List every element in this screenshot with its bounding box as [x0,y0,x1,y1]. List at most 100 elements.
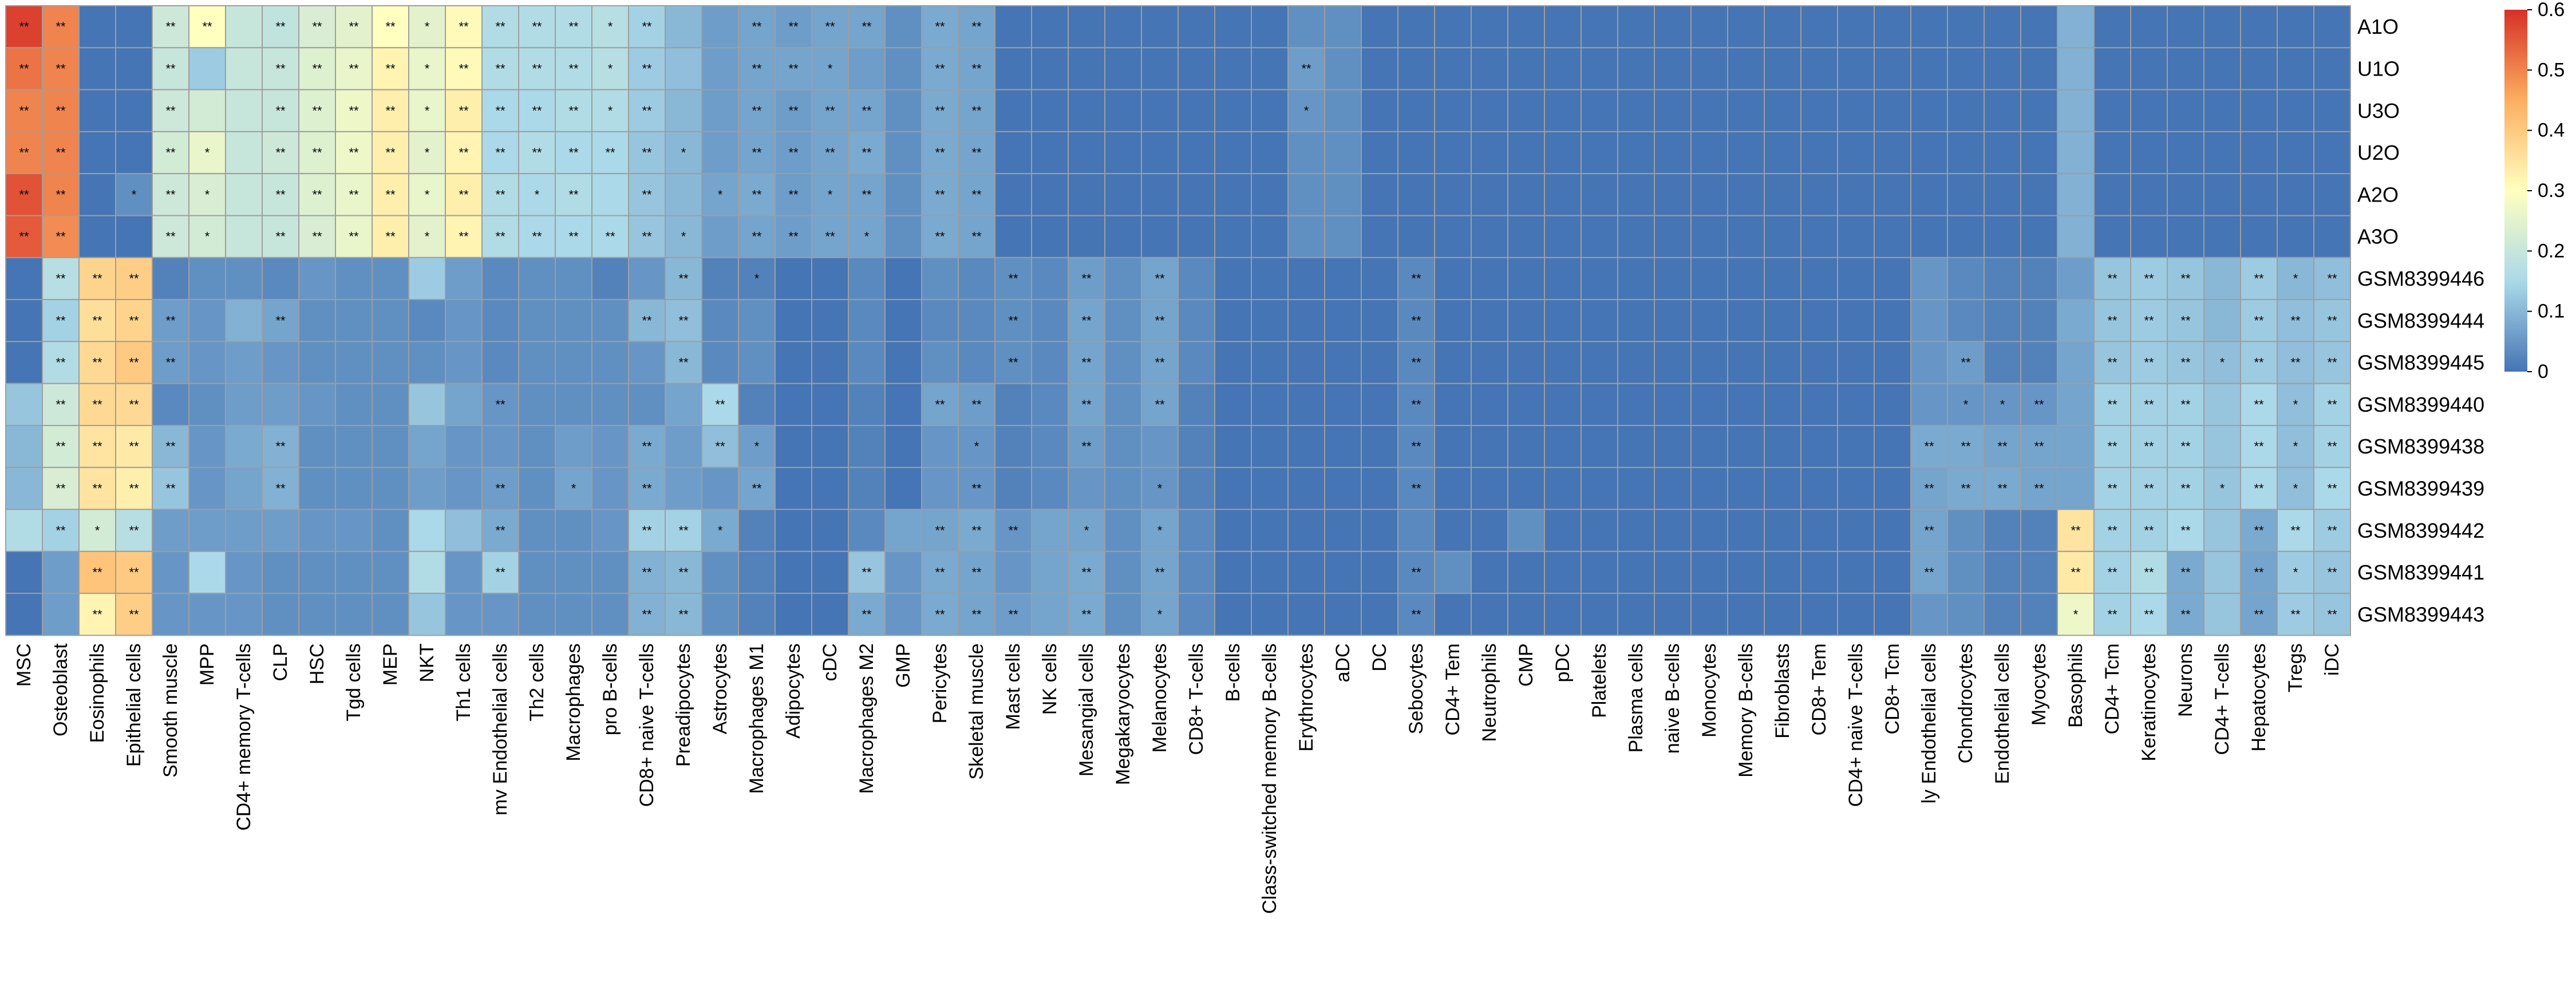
heatmap-cell [1361,550,1398,594]
heatmap-cell [1178,383,1215,427]
heatmap-cell [2057,383,2095,427]
significance-marker: ** [275,104,286,118]
heatmap-cell [188,89,226,132]
heatmap-cell [1287,5,1325,49]
significance-marker: ** [642,481,652,495]
column-label: pDC [1552,644,1574,683]
heatmap-cell [848,215,886,258]
significance-marker: ** [165,61,176,76]
heatmap-cell [1434,299,1472,342]
heatmap-cell [1471,425,1508,468]
significance-marker: ** [2290,523,2301,538]
significance-marker: ** [788,230,799,244]
significance-marker: ** [788,104,799,118]
heatmap-cell [1251,299,1289,342]
significance-marker: ** [788,61,799,76]
heatmap-cell [665,215,702,258]
significance-marker: ** [2327,313,2337,328]
heatmap-cell [555,341,592,384]
heatmap-cell [518,257,556,301]
column-label: NKT [416,644,438,683]
heatmap-cell [2020,5,2058,49]
heatmap-cell [262,593,299,636]
heatmap-cell [1251,593,1289,636]
heatmap-cell [1324,550,1362,594]
heatmap-cell [2093,467,2131,510]
heatmap-cell [1910,131,1948,175]
heatmap-cell [1581,173,1618,216]
heatmap-cell [2130,299,2168,342]
heatmap-cell [994,383,1032,427]
heatmap-cell [1910,550,1948,594]
heatmap-cell [2277,467,2314,510]
heatmap-cell [42,593,80,636]
heatmap-cell [591,550,629,594]
significance-marker: ** [1008,356,1018,370]
heatmap-cell [518,550,556,594]
heatmap-cell [1324,47,1362,90]
significance-marker: ** [1961,439,1971,454]
heatmap-cell [2020,47,2058,90]
heatmap-cell [1361,89,1398,132]
heatmap-cell [884,131,922,175]
heatmap-cell [1507,593,1545,636]
significance-marker: * [828,187,833,202]
heatmap-cell [1800,173,1838,216]
heatmap-cell [481,89,519,132]
heatmap-cell [2203,467,2241,510]
heatmap-cell [1361,467,1398,510]
significance-marker: ** [275,187,286,202]
heatmap-cell [884,425,922,468]
significance-marker: ** [56,523,66,538]
significance-marker: ** [2107,481,2117,495]
heatmap-cell [2203,257,2241,301]
heatmap-cell [848,257,886,301]
column-label: MSC [13,644,35,687]
significance-marker: ** [385,145,396,160]
heatmap-cell [738,593,776,636]
heatmap-cell [1031,550,1069,594]
heatmap-cell [1214,425,1252,468]
heatmap-cell [1544,467,1582,510]
heatmap-cell [628,425,666,468]
significance-marker: ** [2144,481,2154,495]
heatmap-cell [1471,299,1508,342]
significance-marker: ** [752,481,762,495]
heatmap-cell [1910,299,1948,342]
heatmap-cell [1361,131,1398,175]
heatmap-cell [2130,215,2168,258]
significance-marker: ** [165,230,176,244]
heatmap-cell [811,593,849,636]
heatmap-cell [2057,89,2095,132]
significance-marker: ** [56,104,66,118]
significance-marker: ** [678,356,689,370]
heatmap-cell [262,467,299,510]
heatmap-cell [1581,341,1618,384]
significance-marker: ** [825,230,835,244]
heatmap-cell [1947,47,1985,90]
heatmap-cell [701,89,739,132]
heatmap-cell [921,593,959,636]
heatmap-cell [591,341,629,384]
column-label: ly Endothelial cells [1918,644,1940,804]
significance-marker: ** [532,61,542,76]
heatmap-cell [1397,89,1435,132]
heatmap-cell [811,5,849,49]
heatmap-cell [2313,257,2351,301]
heatmap-cell [1910,173,1948,216]
heatmap-cell [2057,47,2095,90]
column-label: Osteoblast [50,643,72,736]
heatmap-cell [2130,509,2168,552]
colorbar-legend: 0 0.1 0.2 0.3 0.4 0.5 0.6 [2504,0,2565,383]
heatmap-cell [1727,593,1765,636]
heatmap-cell [591,131,629,175]
heatmap-cell [5,593,43,636]
heatmap-cell [1581,467,1618,510]
significance-marker: ** [2327,356,2337,370]
significance-marker: ** [56,145,66,160]
heatmap-cell [1617,47,1655,90]
significance-marker: ** [2327,439,2337,454]
significance-marker: ** [678,523,689,538]
heatmap-cell [1874,47,1911,90]
significance-marker: ** [459,61,469,76]
